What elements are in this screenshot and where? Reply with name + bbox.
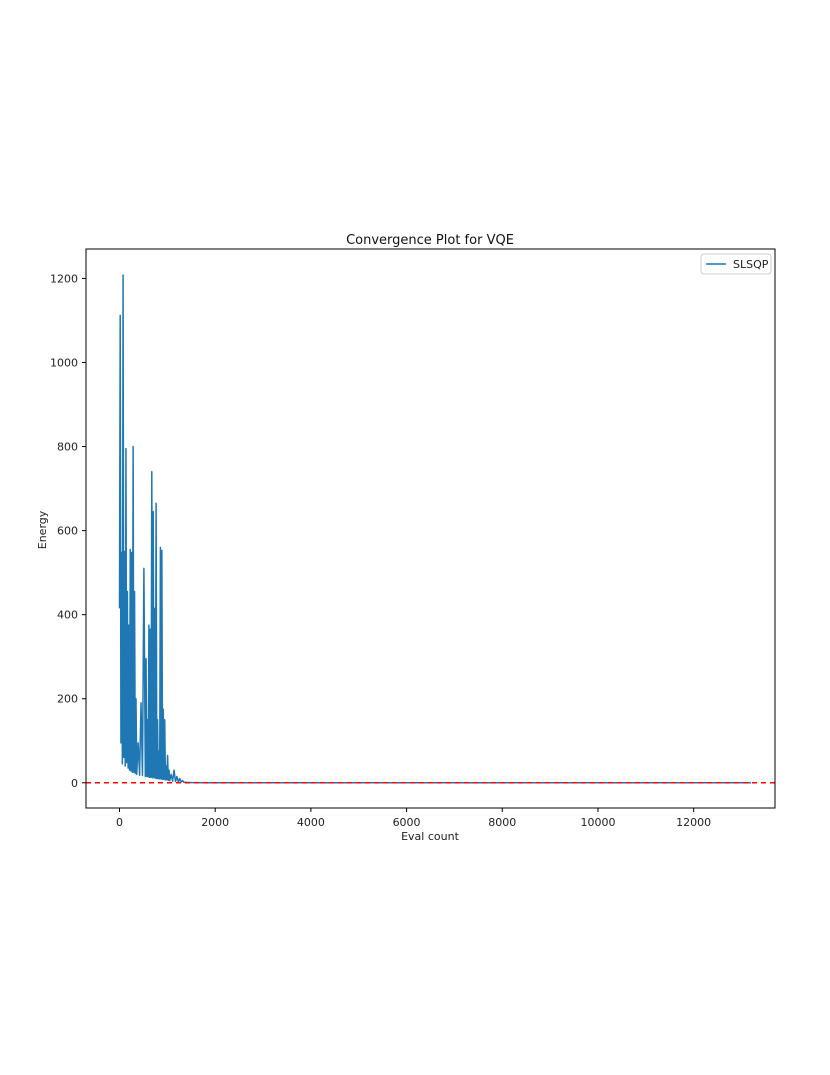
- x-tick-label: 2000: [201, 816, 229, 829]
- y-tick-label: 800: [57, 441, 78, 454]
- y-tick-label: 1200: [50, 272, 78, 285]
- x-tick-label: 0: [116, 816, 123, 829]
- series-line-slsqp: [118, 274, 752, 784]
- x-tick-label: 10000: [580, 816, 615, 829]
- y-axis-label: Energy: [36, 510, 49, 549]
- y-axis-ticks: 0 200 400 600 800 1000 1200: [50, 272, 86, 790]
- y-tick-label: 200: [57, 693, 78, 706]
- y-tick-label: 0: [71, 777, 78, 790]
- legend: SLSQP: [700, 253, 772, 275]
- legend-box: [700, 253, 772, 275]
- x-axis-label: Eval count: [401, 830, 459, 843]
- x-tick-label: 4000: [297, 816, 325, 829]
- x-tick-label: 6000: [393, 816, 421, 829]
- x-tick-label: 12000: [676, 816, 711, 829]
- y-tick-label: 600: [57, 525, 78, 538]
- x-tick-label: 8000: [488, 816, 516, 829]
- legend-label-slsqp: SLSQP: [733, 258, 769, 271]
- x-axis-ticks: 0 2000 4000 6000 8000 10000 12000: [116, 808, 711, 829]
- plot-area: [86, 274, 775, 784]
- y-tick-label: 400: [57, 609, 78, 622]
- chart-title: Convergence Plot for VQE: [346, 233, 514, 248]
- y-tick-label: 1000: [50, 356, 78, 369]
- plot-frame: [85, 248, 776, 809]
